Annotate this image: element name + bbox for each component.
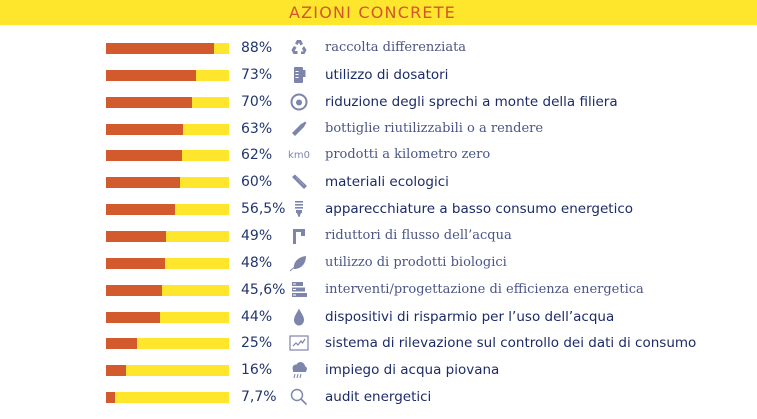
monitor-chart-icon <box>288 333 310 353</box>
category-label: utilizzo di prodotti biologici <box>325 254 507 270</box>
bar-row: 45,6% interventi/progettazione di efficie… <box>0 281 757 312</box>
value-label: 73% <box>241 66 273 83</box>
category-label: riduttori di flusso dell’acqua <box>325 227 512 243</box>
bar-row: 88% raccolta differenziata <box>0 40 757 70</box>
value-label: 60% <box>241 174 273 191</box>
km0-icon-text: km0 <box>288 149 310 161</box>
magnifier-icon <box>288 387 310 407</box>
value-label: 48% <box>241 254 273 271</box>
recycle-icon <box>288 38 310 58</box>
bar-row: 73% utilizzo di dosatori <box>0 66 757 97</box>
bar <box>106 284 163 296</box>
category-label: bottiglie riutilizzabili o a rendere <box>325 120 544 136</box>
bar <box>106 150 183 162</box>
chart-title: AZIONI CONCRETE <box>288 3 456 22</box>
bar <box>106 230 167 242</box>
water-drop-icon <box>288 307 310 327</box>
bar-track <box>106 204 229 216</box>
category-label: prodotti a kilometro zero <box>325 147 491 163</box>
bar-track <box>106 150 229 162</box>
bar-track <box>106 284 229 296</box>
bar-track <box>106 392 229 404</box>
bar <box>106 257 166 269</box>
bar-row: 63% bottiglie riutilizzabili o a rendere <box>0 121 757 151</box>
value-label: 63% <box>241 120 273 137</box>
category-label: sistema di rilevazione sul controllo dei… <box>325 335 697 352</box>
bar <box>106 204 176 216</box>
value-label: 45,6% <box>241 281 286 298</box>
bar <box>106 123 184 135</box>
category-label: riduzione degli sprechi a monte della fi… <box>325 93 618 110</box>
bar-track <box>106 177 229 189</box>
bar <box>106 43 215 54</box>
faucet-icon <box>288 226 310 246</box>
bar <box>106 392 116 404</box>
km0-icon: km0 <box>288 145 310 165</box>
value-label: 62% <box>241 147 273 164</box>
rain-cloud-icon <box>288 360 310 380</box>
value-label: 49% <box>241 227 273 244</box>
category-label: raccolta differenziata <box>325 40 467 55</box>
value-label: 16% <box>241 362 273 379</box>
bar-track <box>106 311 229 323</box>
bar-track <box>106 257 229 269</box>
bar-row: 16% impiego di acqua piovana <box>0 362 757 392</box>
bar-track <box>106 123 229 135</box>
leaf-icon <box>288 253 310 273</box>
header-band <box>0 0 757 25</box>
dispenser-icon <box>288 65 310 85</box>
bar-track <box>106 96 229 108</box>
category-label: interventi/progettazione di efficienza e… <box>325 281 644 297</box>
value-label: 25% <box>241 335 273 352</box>
battery-stack-icon <box>288 280 310 300</box>
target-icon <box>288 92 310 112</box>
category-label: utilizzo di dosatori <box>325 66 449 83</box>
category-label: materiali ecologici <box>325 174 449 191</box>
bar-row: 62% km0 prodotti a kilometro zero <box>0 147 757 177</box>
bar-row: 49% riduttori di flusso dell’acqua <box>0 228 757 258</box>
bar-track <box>106 69 229 81</box>
bar-track <box>106 365 229 377</box>
category-label: apparecchiature a basso consumo energeti… <box>325 201 634 218</box>
category-label: audit energetici <box>325 389 432 406</box>
value-label: 56,5% <box>241 201 286 218</box>
bar-row: 25% sistema di rilevazione sul controllo … <box>0 335 757 365</box>
bulb-icon <box>288 199 310 219</box>
bar <box>106 311 161 323</box>
value-label: 70% <box>241 93 273 110</box>
category-label: impiego di acqua piovana <box>325 362 500 379</box>
plank-icon <box>288 172 310 192</box>
bar <box>106 96 193 108</box>
bar-track <box>106 338 229 350</box>
bar-row: 44% dispositivi di risparmio per l’uso de… <box>0 308 757 339</box>
value-label: 88% <box>241 40 273 56</box>
bar-row: 48% utilizzo di prodotti biologici <box>0 255 757 285</box>
value-label: 7,7% <box>241 389 277 406</box>
bar-row: 7,7% audit energetici <box>0 388 757 419</box>
bar <box>106 69 196 81</box>
bar-track <box>106 230 229 242</box>
bar <box>106 177 180 189</box>
bar <box>106 365 126 377</box>
value-label: 44% <box>241 308 273 325</box>
bar-track <box>106 43 229 54</box>
bottle-icon <box>288 119 310 139</box>
bar <box>106 338 137 350</box>
bar-row: 60% materiali ecologici <box>0 174 757 204</box>
category-label: dispositivi di risparmio per l’uso dell’… <box>325 308 615 325</box>
bar-row: 70% riduzione degli sprechi a monte della… <box>0 93 757 124</box>
bar-row: 56,5% apparecchiature a basso consumo ene… <box>0 201 757 231</box>
